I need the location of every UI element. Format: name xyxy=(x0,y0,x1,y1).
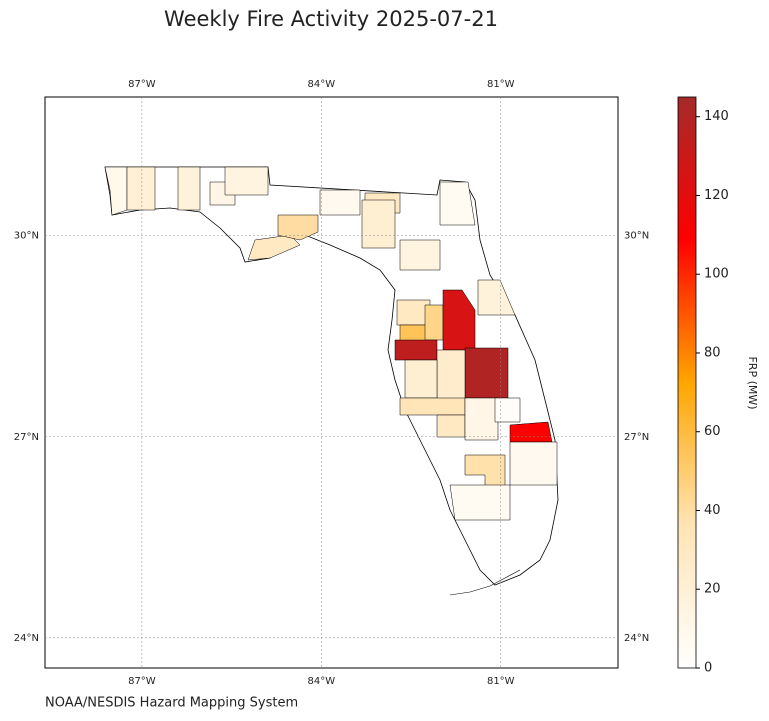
x-tick-label: 84°W xyxy=(308,676,336,687)
county xyxy=(464,397,499,441)
county xyxy=(177,166,201,211)
colorbar-tick-label: 100 xyxy=(704,267,729,282)
colorbar-tick-label: 60 xyxy=(704,424,721,439)
county xyxy=(399,397,466,416)
county xyxy=(439,181,476,226)
colorbar-label: FRP (MW) xyxy=(746,356,759,409)
y-tick-label: 24°N xyxy=(14,633,39,644)
county xyxy=(436,349,466,401)
state-outline xyxy=(104,166,559,586)
county xyxy=(494,397,521,423)
source: NOAA/NESDIS Hazard Mapping System xyxy=(45,696,298,711)
county xyxy=(509,421,553,443)
county xyxy=(404,359,438,399)
x-tick-label: 81°W xyxy=(487,676,515,687)
y-tick-label: 30°N xyxy=(14,231,39,242)
x-tick-label: 84°W xyxy=(308,79,336,90)
y-tick-label: 27°N xyxy=(14,432,39,443)
x-tick-label: 81°W xyxy=(487,79,515,90)
county xyxy=(449,484,511,521)
county xyxy=(509,441,558,486)
county xyxy=(277,214,319,241)
county xyxy=(399,239,441,271)
y-tick-label: 30°N xyxy=(624,231,649,242)
county xyxy=(442,289,476,351)
x-tick-label: 87°W xyxy=(128,676,156,687)
y-tick-label: 27°N xyxy=(624,432,649,443)
colorbar-tick-label: 80 xyxy=(704,345,721,360)
y-tick-label: 24°N xyxy=(624,633,649,644)
colorbar-tick-label: 0 xyxy=(704,661,712,676)
county xyxy=(361,199,396,249)
county xyxy=(319,189,361,216)
county xyxy=(394,339,438,361)
county xyxy=(224,166,269,196)
county xyxy=(477,279,516,316)
colorbar-tick-label: 140 xyxy=(704,109,729,124)
county xyxy=(436,414,466,438)
county xyxy=(104,166,128,216)
keys xyxy=(449,569,521,596)
county xyxy=(464,347,509,399)
colorbar-tick-label: 40 xyxy=(704,503,721,518)
colorbar xyxy=(677,96,697,669)
x-tick-label: 87°W xyxy=(128,79,156,90)
map-title: Weekly Fire Activity 2025-07-21 xyxy=(164,7,498,31)
colorbar-tick-label: 120 xyxy=(704,188,729,203)
county xyxy=(126,166,156,211)
county xyxy=(424,304,444,341)
colorbar-tick-label: 20 xyxy=(704,582,721,597)
